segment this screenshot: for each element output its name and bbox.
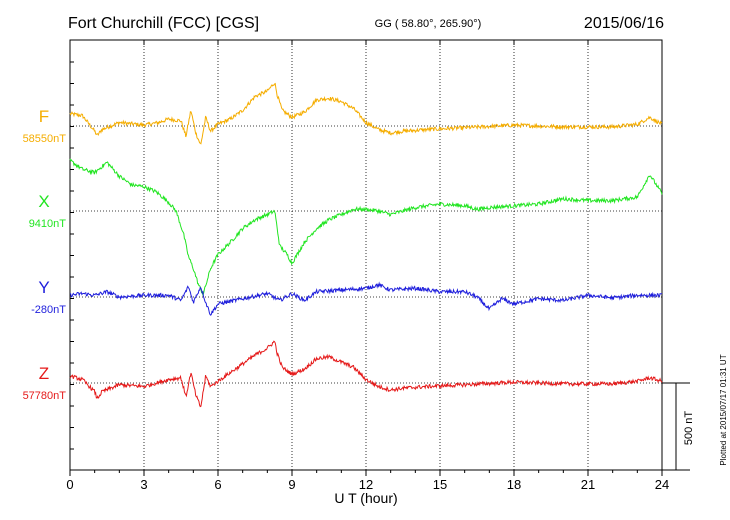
x-tick-label: 3 (140, 477, 147, 492)
series-name-z: Z (39, 364, 49, 383)
series-baseline-value-x: 9410nT (29, 218, 67, 230)
x-tick-label: 12 (359, 477, 373, 492)
x-tick-label: 6 (214, 477, 221, 492)
x-tick-label: 0 (66, 477, 73, 492)
series-line-y (69, 281, 663, 316)
scale-bar-label: 500 nT (683, 411, 695, 446)
series-line-z (69, 340, 663, 408)
plotted-note: Plotted at 2015/07/17 01:31 UT (719, 354, 728, 465)
series-name-x: X (38, 192, 49, 211)
grid-lines (143, 40, 589, 470)
series-baseline-value-z: 57780nT (23, 390, 67, 402)
x-axis-label: U T (hour) (334, 490, 397, 506)
series-line-x (69, 158, 663, 297)
date-label: 2015/06/16 (584, 15, 664, 32)
series-baselines (70, 125, 662, 384)
station-title: Fort Churchill (FCC) [CGS] (68, 15, 259, 32)
series-baseline-value-y: -280nT (31, 304, 66, 316)
series-name-f: F (39, 107, 49, 126)
series-labels: F 58550nT X 9410nT Y -280nT Z 57780nT (23, 107, 67, 402)
x-tick-label: 21 (581, 477, 595, 492)
x-axis-ticks: 0 3 6 9 12 15 18 21 24 (66, 40, 669, 492)
x-tick-label: 18 (507, 477, 521, 492)
scale-bar: 500 nT (662, 382, 695, 471)
series-name-y: Y (38, 278, 49, 297)
series-line-f (69, 82, 663, 145)
series-lines (69, 82, 663, 408)
x-tick-label: 24 (655, 477, 669, 492)
series-baseline-value-f: 58550nT (23, 133, 67, 145)
x-tick-label: 9 (288, 477, 295, 492)
plot-frame (69, 39, 663, 471)
station-coordinates: GG ( 58.80°, 265.90°) (375, 18, 482, 30)
x-tick-label: 15 (433, 477, 447, 492)
